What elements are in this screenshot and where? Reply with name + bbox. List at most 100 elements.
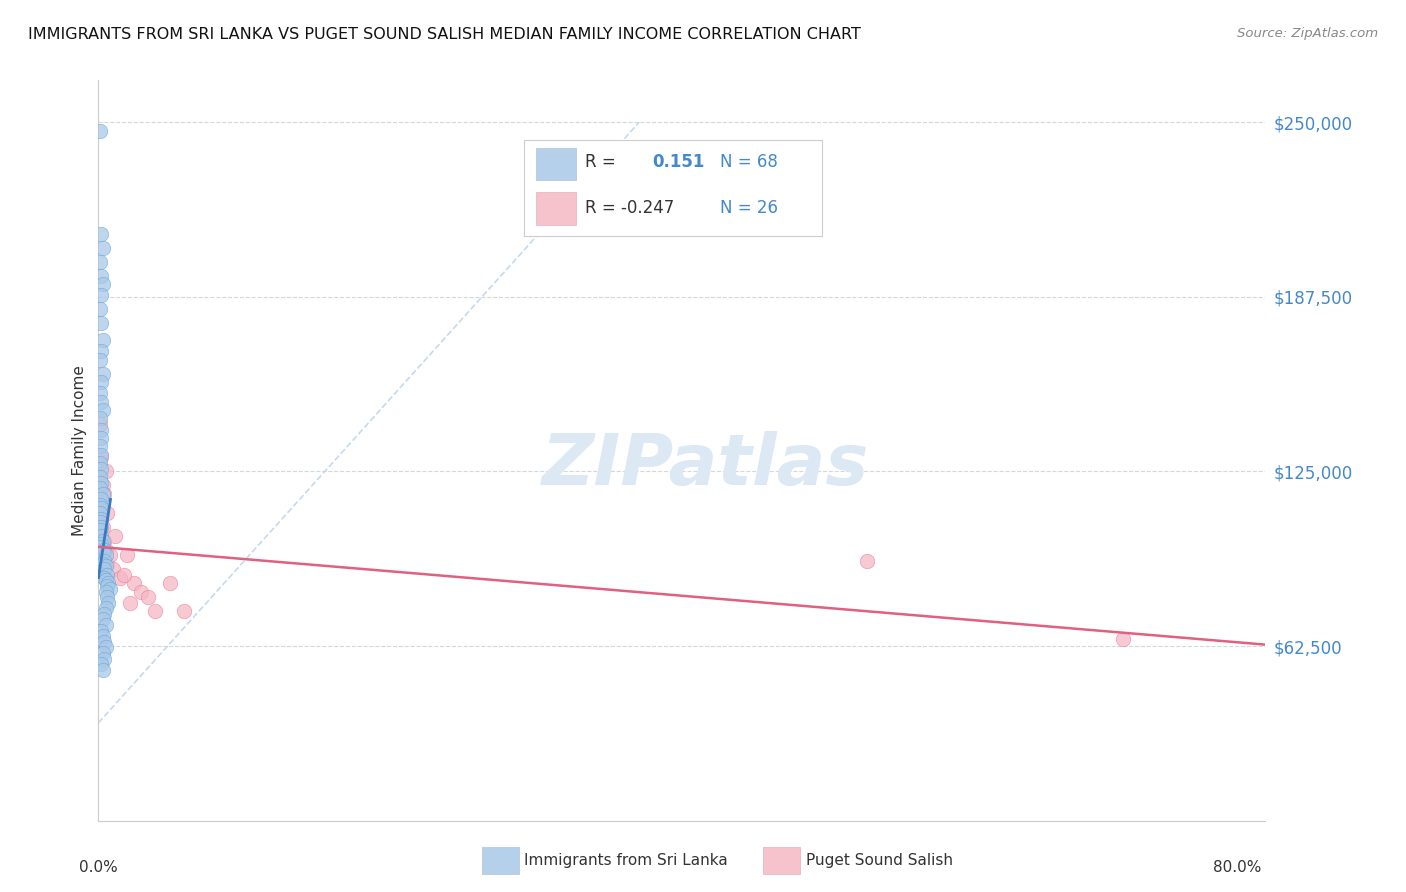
Text: IMMIGRANTS FROM SRI LANKA VS PUGET SOUND SALISH MEDIAN FAMILY INCOME CORRELATION: IMMIGRANTS FROM SRI LANKA VS PUGET SOUND… xyxy=(28,27,860,42)
Point xyxy=(91,277,114,292)
Point xyxy=(90,512,112,526)
Text: R = -0.247: R = -0.247 xyxy=(585,200,675,218)
Point xyxy=(96,590,118,604)
Point xyxy=(143,604,166,618)
Point xyxy=(91,241,114,255)
Point xyxy=(91,629,114,643)
Text: ZIPatlas: ZIPatlas xyxy=(541,431,869,500)
Point xyxy=(91,367,114,381)
Point xyxy=(91,487,114,501)
Point xyxy=(159,576,181,591)
Point xyxy=(96,506,118,520)
Point xyxy=(91,403,114,417)
Point xyxy=(90,461,112,475)
Point xyxy=(89,456,111,470)
Point xyxy=(97,576,120,591)
Point xyxy=(93,562,115,576)
Point xyxy=(93,542,115,557)
Point xyxy=(129,584,152,599)
Point xyxy=(94,618,117,632)
Point xyxy=(112,567,135,582)
Point xyxy=(93,571,115,585)
Point xyxy=(108,571,131,585)
Point xyxy=(89,439,111,453)
Point xyxy=(1112,632,1135,646)
Point xyxy=(96,557,118,571)
Point xyxy=(91,478,114,492)
Point xyxy=(91,646,114,660)
FancyBboxPatch shape xyxy=(524,139,823,235)
Point xyxy=(89,411,111,425)
Point xyxy=(90,448,112,462)
Point xyxy=(98,582,121,596)
Text: 80.0%: 80.0% xyxy=(1213,860,1261,875)
Point xyxy=(89,506,111,520)
Point xyxy=(94,574,117,588)
Point xyxy=(89,540,111,554)
Point xyxy=(89,417,111,431)
Point xyxy=(104,529,127,543)
Point xyxy=(89,302,111,317)
Text: R =: R = xyxy=(585,153,616,171)
Y-axis label: Median Family Income: Median Family Income xyxy=(72,365,87,536)
Point xyxy=(89,386,111,401)
Text: 0.151: 0.151 xyxy=(652,153,706,171)
Point xyxy=(90,500,112,515)
Point xyxy=(94,464,117,478)
Point xyxy=(90,512,112,526)
Point xyxy=(94,601,117,615)
Point xyxy=(96,579,118,593)
Point xyxy=(91,663,114,677)
Point xyxy=(91,534,114,549)
Text: N = 68: N = 68 xyxy=(720,153,779,171)
Point xyxy=(89,481,111,495)
Point xyxy=(96,567,118,582)
Text: 0.0%: 0.0% xyxy=(79,860,118,875)
Point xyxy=(89,352,111,367)
Point xyxy=(101,562,124,576)
Point xyxy=(93,651,115,665)
Point xyxy=(115,548,138,562)
Point xyxy=(136,590,159,604)
Point xyxy=(90,268,112,283)
Point xyxy=(97,596,120,610)
Point xyxy=(90,423,112,437)
Point xyxy=(98,548,121,562)
Point xyxy=(856,554,879,568)
Point xyxy=(91,557,114,571)
Point xyxy=(118,596,141,610)
Point xyxy=(90,450,112,465)
Point xyxy=(173,604,195,618)
Point xyxy=(90,657,112,672)
Text: Source: ZipAtlas.com: Source: ZipAtlas.com xyxy=(1237,27,1378,40)
FancyBboxPatch shape xyxy=(536,192,575,225)
Point xyxy=(122,576,145,591)
Point xyxy=(93,607,115,621)
Point xyxy=(90,492,112,507)
Point xyxy=(94,542,117,557)
Point xyxy=(93,635,115,649)
Point xyxy=(89,123,111,137)
Point xyxy=(94,559,117,574)
Point xyxy=(89,470,111,484)
Point xyxy=(90,624,112,638)
Text: N = 26: N = 26 xyxy=(720,200,779,218)
Point xyxy=(93,487,115,501)
Point xyxy=(90,375,112,389)
Point xyxy=(91,520,114,534)
Point xyxy=(91,545,114,559)
Point xyxy=(91,333,114,347)
Point xyxy=(89,255,111,269)
FancyBboxPatch shape xyxy=(536,148,575,180)
Point xyxy=(90,394,112,409)
Point xyxy=(93,534,115,549)
Point xyxy=(90,288,112,302)
Point xyxy=(89,515,111,529)
Point xyxy=(90,537,112,551)
Point xyxy=(90,520,112,534)
Point xyxy=(91,612,114,626)
Point xyxy=(89,523,111,537)
Point xyxy=(90,529,112,543)
Point xyxy=(94,548,117,562)
Point xyxy=(94,640,117,655)
